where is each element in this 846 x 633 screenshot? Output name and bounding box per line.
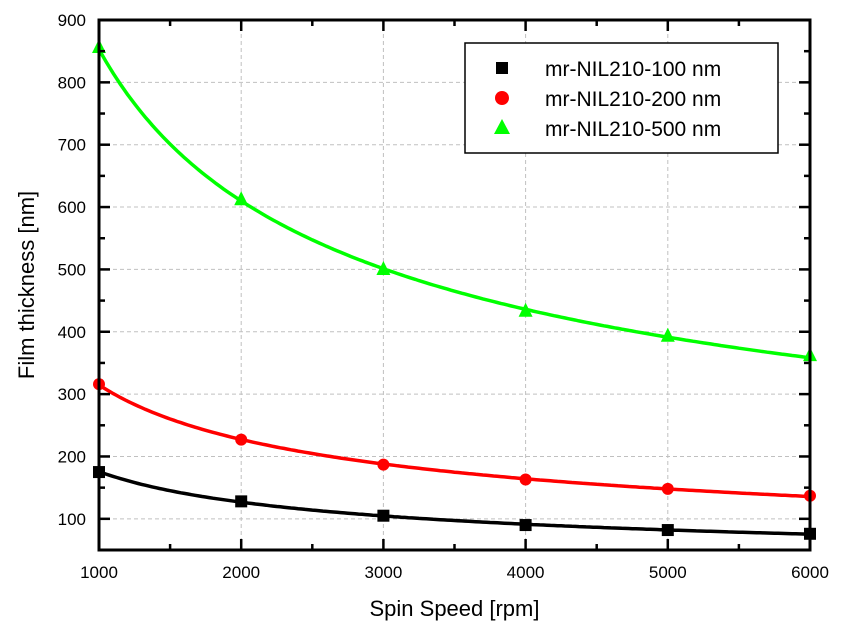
fit-curve-2 <box>98 383 811 499</box>
fit-curve-3 <box>97 48 811 360</box>
data-point <box>377 509 390 522</box>
legend-marker <box>496 62 508 74</box>
y-tick-label: 600 <box>58 198 86 217</box>
x-tick-label: 1000 <box>80 563 118 582</box>
legend-item: mr-NIL210-100 nm <box>496 58 721 81</box>
axis-ticks <box>97 18 812 550</box>
data-point <box>661 524 674 537</box>
x-tick-label: 6000 <box>791 563 829 582</box>
y-tick-label: 300 <box>58 385 86 404</box>
legend-label: mr-NIL210-100 nm <box>545 58 721 81</box>
y-tick-label: 100 <box>58 510 86 529</box>
y-tick-label: 500 <box>58 260 86 279</box>
y-tick-label: 200 <box>58 447 86 466</box>
legend-marker <box>494 119 510 134</box>
data-point <box>519 519 532 532</box>
y-tick-label: 800 <box>58 73 86 92</box>
data-point <box>235 495 248 508</box>
x-tick-label: 3000 <box>364 563 402 582</box>
legend: mr-NIL210-100 nm mr-NIL210-200 nm mr-NIL21… <box>464 42 779 154</box>
x-axis-title: Spin Speed [rpm] <box>370 596 540 621</box>
data-point <box>234 191 249 206</box>
y-tick-label: 400 <box>58 323 86 342</box>
legend-label: mr-NIL210-200 nm <box>545 88 721 111</box>
data-point <box>377 458 390 471</box>
legend-box <box>464 42 779 154</box>
x-tick-label: 2000 <box>222 563 260 582</box>
fit-curves <box>97 48 811 536</box>
data-point <box>376 261 391 276</box>
x-tick-label: 5000 <box>649 563 687 582</box>
x-tick-labels: 1000 2000 3000 4000 5000 6000 <box>80 563 829 582</box>
y-tick-labels: 100 200 300 400 500 600 700 800 900 <box>58 11 86 529</box>
y-tick-label: 900 <box>58 11 86 30</box>
legend-item: mr-NIL210-500 nm <box>494 118 721 141</box>
legend-label: mr-NIL210-500 nm <box>545 118 721 141</box>
data-point <box>519 473 532 486</box>
data-point <box>518 302 533 317</box>
x-tick-label: 4000 <box>507 563 545 582</box>
data-point <box>661 482 674 495</box>
legend-marker <box>495 91 509 105</box>
data-point <box>235 433 248 446</box>
data-point <box>660 327 675 342</box>
y-axis-title: Film thickness [nm] <box>14 191 39 379</box>
legend-item: mr-NIL210-200 nm <box>495 88 721 111</box>
fit-curve-1 <box>98 469 810 536</box>
y-tick-label: 700 <box>58 136 86 155</box>
